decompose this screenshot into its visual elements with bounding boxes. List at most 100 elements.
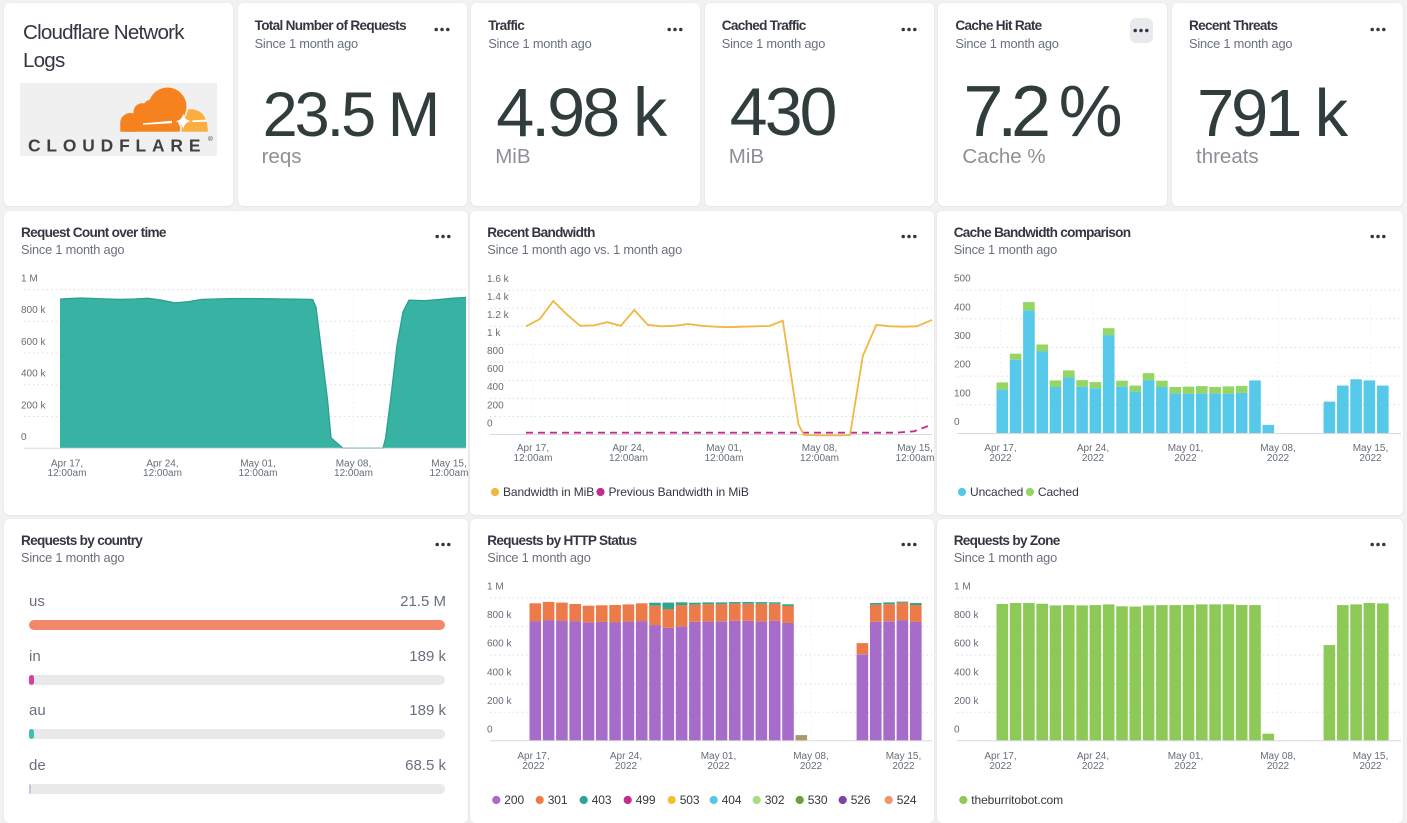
svg-text:0: 0 xyxy=(954,724,960,735)
svg-text:600 k: 600 k xyxy=(487,638,512,649)
svg-text:May 08,: May 08, xyxy=(1260,443,1296,454)
svg-text:1 M: 1 M xyxy=(954,581,971,592)
svg-text:200: 200 xyxy=(505,793,525,807)
svg-text:2022: 2022 xyxy=(1082,453,1105,464)
svg-text:1.4 k: 1.4 k xyxy=(487,292,510,303)
svg-text:12:00am: 12:00am xyxy=(896,453,934,464)
svg-text:2022: 2022 xyxy=(800,761,823,772)
svg-text:1 M: 1 M xyxy=(487,581,504,592)
svg-text:May 01,: May 01, xyxy=(1167,443,1203,454)
svg-text:400: 400 xyxy=(487,382,504,393)
svg-text:12:00am: 12:00am xyxy=(239,468,278,479)
svg-text:403: 403 xyxy=(592,793,612,807)
svg-text:Apr 24,: Apr 24, xyxy=(610,751,642,762)
svg-text:1.2 k: 1.2 k xyxy=(487,310,510,321)
svg-text:Apr 24,: Apr 24, xyxy=(146,458,178,469)
svg-text:404: 404 xyxy=(722,793,742,807)
svg-text:400: 400 xyxy=(954,302,971,313)
svg-text:1.6 k: 1.6 k xyxy=(487,274,510,285)
svg-text:100: 100 xyxy=(954,388,971,399)
svg-text:Apr 24,: Apr 24, xyxy=(1077,751,1109,762)
svg-text:2022: 2022 xyxy=(1174,761,1197,772)
svg-text:12:00am: 12:00am xyxy=(430,468,468,479)
svg-text:2022: 2022 xyxy=(1174,453,1197,464)
svg-text:0: 0 xyxy=(487,724,493,735)
svg-text:500: 500 xyxy=(954,273,971,284)
svg-text:1 M: 1 M xyxy=(21,273,38,284)
svg-text:200: 200 xyxy=(954,359,971,370)
svg-text:530: 530 xyxy=(808,793,828,807)
svg-text:499: 499 xyxy=(636,793,656,807)
svg-text:2022: 2022 xyxy=(615,761,638,772)
svg-text:May 01,: May 01, xyxy=(1167,751,1203,762)
svg-text:Apr 17,: Apr 17, xyxy=(984,443,1016,454)
svg-text:2022: 2022 xyxy=(1267,761,1290,772)
svg-text:®: ® xyxy=(208,135,213,143)
svg-text:2022: 2022 xyxy=(1359,453,1382,464)
svg-text:Apr 17,: Apr 17, xyxy=(518,751,550,762)
svg-text:0: 0 xyxy=(21,432,27,443)
svg-text:1 k: 1 k xyxy=(487,328,501,339)
svg-text:May 01,: May 01, xyxy=(707,443,743,454)
svg-text:200 k: 200 k xyxy=(954,695,979,706)
svg-text:May 15,: May 15, xyxy=(886,751,922,762)
svg-text:May 08,: May 08, xyxy=(802,443,838,454)
svg-text:2022: 2022 xyxy=(893,761,916,772)
svg-text:2022: 2022 xyxy=(1082,761,1105,772)
svg-text:CLOUDFLARE: CLOUDFLARE xyxy=(28,136,206,156)
svg-text:2022: 2022 xyxy=(989,453,1012,464)
svg-text:0: 0 xyxy=(487,418,493,429)
svg-text:Apr 24,: Apr 24, xyxy=(1077,443,1109,454)
svg-text:600: 600 xyxy=(487,364,504,375)
svg-text:600 k: 600 k xyxy=(954,638,979,649)
svg-text:May 08,: May 08, xyxy=(794,751,830,762)
svg-text:800 k: 800 k xyxy=(954,610,979,621)
svg-text:302: 302 xyxy=(765,793,785,807)
svg-text:200 k: 200 k xyxy=(487,695,512,706)
svg-text:12:00am: 12:00am xyxy=(334,468,373,479)
svg-text:Apr 24,: Apr 24, xyxy=(613,443,645,454)
svg-text:Apr 17,: Apr 17, xyxy=(984,751,1016,762)
svg-text:theburritobot.com: theburritobot.com xyxy=(971,793,1063,807)
svg-text:503: 503 xyxy=(680,793,700,807)
svg-text:May 01,: May 01, xyxy=(701,751,737,762)
svg-text:0: 0 xyxy=(954,417,960,428)
svg-text:May 08,: May 08, xyxy=(1260,751,1296,762)
svg-text:12:00am: 12:00am xyxy=(705,453,744,464)
svg-text:12:00am: 12:00am xyxy=(48,468,87,479)
svg-text:200: 200 xyxy=(487,400,504,411)
svg-text:524: 524 xyxy=(897,793,917,807)
svg-text:Apr 17,: Apr 17, xyxy=(51,458,83,469)
svg-text:Bandwidth in MiB: Bandwidth in MiB xyxy=(503,485,594,499)
svg-text:May 01,: May 01, xyxy=(240,458,276,469)
svg-text:2022: 2022 xyxy=(708,761,731,772)
svg-text:May 15,: May 15, xyxy=(1352,443,1388,454)
svg-text:May 08,: May 08, xyxy=(336,458,372,469)
svg-text:2022: 2022 xyxy=(1359,761,1382,772)
svg-text:800 k: 800 k xyxy=(487,610,512,621)
svg-text:2022: 2022 xyxy=(1267,453,1290,464)
svg-text:526: 526 xyxy=(851,793,871,807)
svg-text:600 k: 600 k xyxy=(21,336,46,347)
svg-text:200 k: 200 k xyxy=(21,400,46,411)
svg-text:Apr 17,: Apr 17, xyxy=(517,443,549,454)
svg-text:400 k: 400 k xyxy=(954,667,979,678)
svg-text:300: 300 xyxy=(954,331,971,342)
svg-text:12:00am: 12:00am xyxy=(514,453,553,464)
svg-text:2022: 2022 xyxy=(523,761,546,772)
svg-text:12:00am: 12:00am xyxy=(800,453,839,464)
svg-text:2022: 2022 xyxy=(989,761,1012,772)
svg-text:Cached: Cached xyxy=(1038,485,1079,499)
svg-text:400 k: 400 k xyxy=(487,667,512,678)
svg-text:May 15,: May 15, xyxy=(431,458,467,469)
svg-text:12:00am: 12:00am xyxy=(143,468,182,479)
svg-text:Previous Bandwidth in MiB: Previous Bandwidth in MiB xyxy=(609,485,749,499)
svg-text:May 15,: May 15, xyxy=(1352,751,1388,762)
svg-text:Uncached: Uncached xyxy=(970,485,1023,499)
svg-text:May 15,: May 15, xyxy=(898,443,934,454)
svg-text:12:00am: 12:00am xyxy=(609,453,648,464)
svg-text:400 k: 400 k xyxy=(21,368,46,379)
svg-text:800 k: 800 k xyxy=(21,305,46,316)
svg-text:301: 301 xyxy=(548,793,568,807)
svg-text:800: 800 xyxy=(487,346,504,357)
